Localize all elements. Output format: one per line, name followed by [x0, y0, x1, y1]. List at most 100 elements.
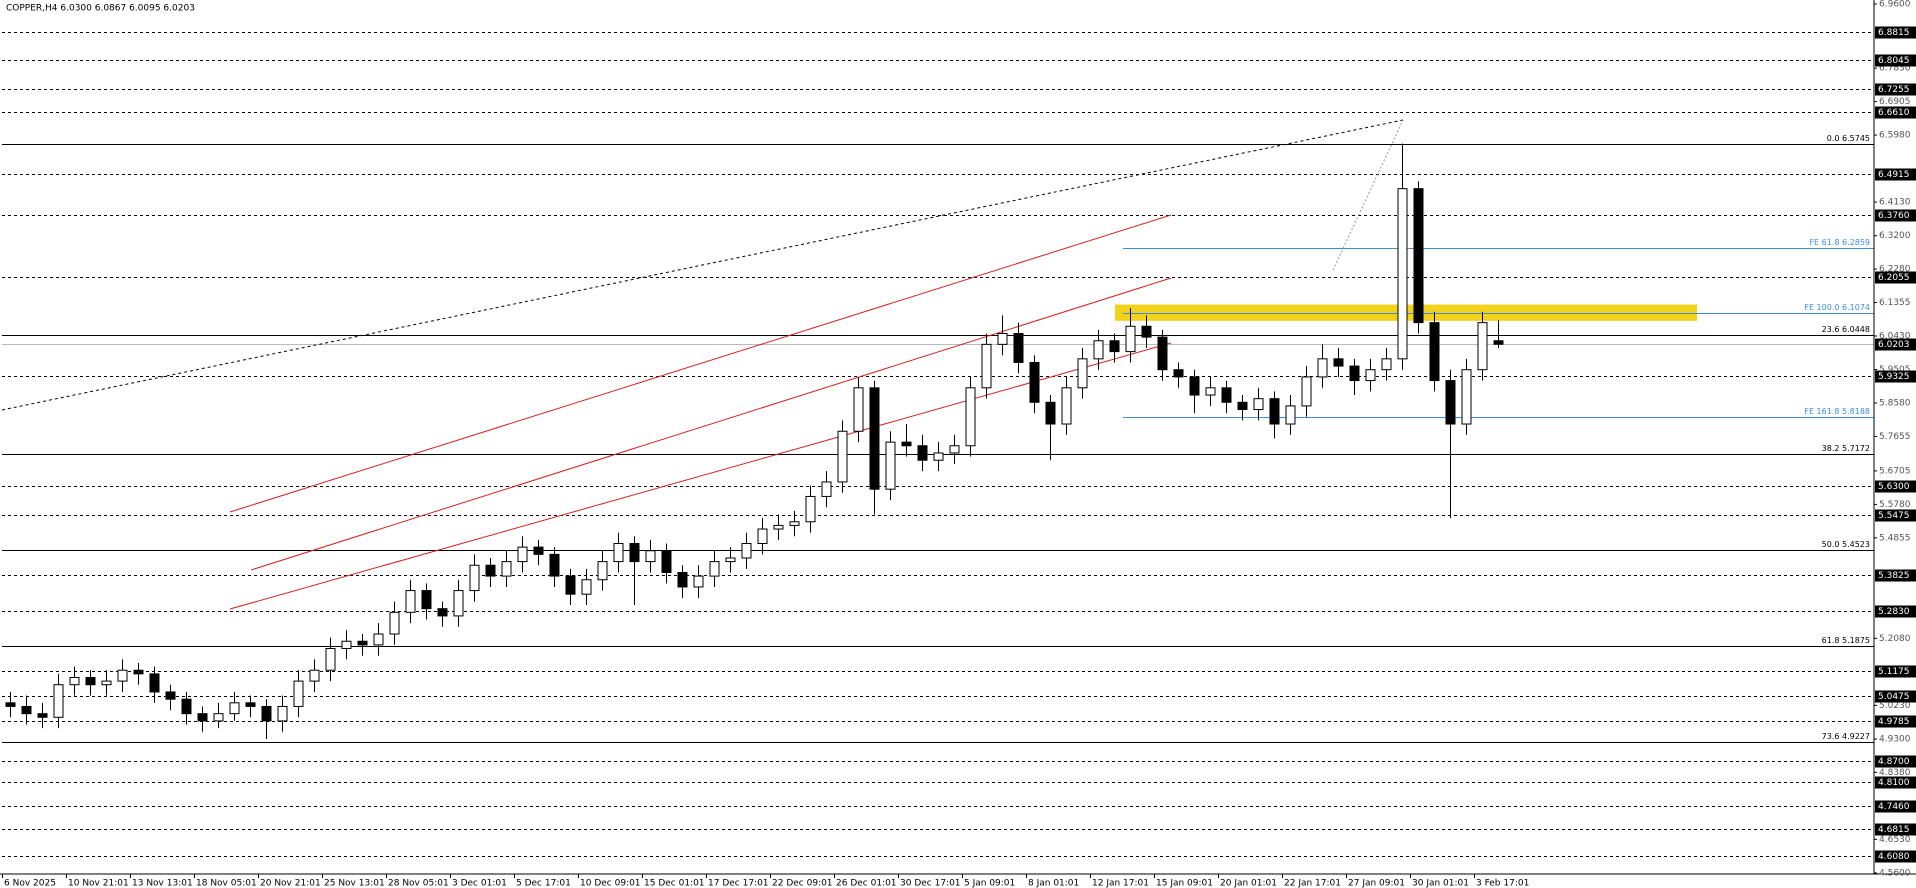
fib-label: 0.0 6.5745 — [1827, 134, 1870, 143]
fib-label: 73.6 4.9227 — [1822, 732, 1870, 741]
y-tick-label: 5.0230 — [1879, 701, 1911, 711]
candle-body — [1477, 322, 1488, 371]
level-label: 5.0475 — [1878, 692, 1910, 702]
level-box — [1875, 800, 1916, 813]
candle-body — [1157, 336, 1168, 371]
candle-body — [949, 445, 960, 454]
y-tick-label: 4.5600 — [1879, 869, 1911, 879]
x-tick-label: 15 Dec 01:01 — [644, 879, 705, 888]
candle-body — [725, 557, 736, 563]
candle-body — [37, 713, 48, 718]
candle-body — [1253, 398, 1264, 411]
level-box — [1875, 605, 1916, 618]
level-label: 5.5475 — [1878, 511, 1910, 521]
candle-body — [837, 430, 848, 483]
candle-body — [197, 713, 208, 722]
candle-body — [1029, 361, 1040, 403]
trend-line — [1, 119, 1404, 411]
candle-body — [869, 387, 880, 490]
candle-body — [549, 553, 560, 577]
candle-body — [597, 561, 608, 581]
level-label: 4.6080 — [1878, 852, 1910, 862]
y-tick-label: 5.7655 — [1879, 432, 1911, 442]
candle-body — [853, 387, 864, 432]
candle-body — [213, 713, 224, 722]
level-label: 5.6300 — [1878, 482, 1910, 492]
candle-body — [501, 561, 512, 577]
x-tick-label: 27 Jan 09:01 — [1348, 879, 1405, 888]
x-tick-label: 12 Jan 17:01 — [1092, 879, 1149, 888]
x-tick-label: 17 Dec 17:01 — [708, 879, 769, 888]
candle-body — [1397, 188, 1408, 360]
candle-body — [1173, 369, 1184, 378]
level-box — [1875, 26, 1916, 39]
level-box — [1875, 271, 1916, 284]
x-tick-label: 3 Dec 01:01 — [452, 879, 507, 888]
candle-body — [1269, 398, 1280, 425]
fe-label: FE 61.8 6.2859 — [1809, 238, 1870, 247]
candle-body — [773, 524, 784, 530]
candle-body — [1413, 188, 1424, 324]
y-tick-label: 6.2280 — [1879, 265, 1911, 275]
candle-body — [965, 387, 976, 447]
candle-body — [757, 528, 768, 545]
level-box — [1875, 509, 1916, 522]
x-tick-label: 15 Jan 09:01 — [1156, 879, 1213, 888]
x-tick-label: 8 Jan 01:01 — [1028, 879, 1079, 888]
candle-body — [389, 611, 400, 635]
y-tick-label: 6.9600 — [1879, 0, 1911, 10]
candle-body — [1461, 369, 1472, 425]
candle-body — [229, 702, 240, 715]
x-tick-label: 5 Jan 09:01 — [964, 879, 1015, 888]
candle-body — [277, 705, 288, 722]
x-tick-label: 3 Feb 17:01 — [1476, 879, 1529, 888]
x-tick-label: 25 Nov 13:01 — [324, 879, 385, 888]
candle-body — [437, 608, 448, 617]
level-label: 4.8100 — [1878, 778, 1910, 788]
candle-body — [5, 702, 16, 707]
y-tick-label: 4.9300 — [1879, 735, 1911, 745]
y-tick-label: 6.3200 — [1879, 231, 1911, 241]
x-tick-label: 22 Dec 09:01 — [772, 879, 833, 888]
candle-body — [453, 590, 464, 617]
candle-body — [357, 640, 368, 646]
chart-title: COPPER,H4 6.0300 6.0867 6.0095 6.0203 — [6, 4, 195, 14]
candle-body — [789, 521, 800, 526]
candle-body — [1109, 340, 1120, 353]
level-box — [1875, 83, 1916, 96]
candle-body — [741, 543, 752, 559]
candle-body — [373, 633, 384, 646]
level-label: 6.8815 — [1878, 28, 1910, 38]
y-tick-label: 5.6705 — [1879, 466, 1911, 476]
candle-body — [165, 691, 176, 700]
candle-body — [933, 452, 944, 461]
candle-body — [485, 564, 496, 577]
level-box — [1875, 715, 1916, 728]
level-label: 6.4915 — [1878, 170, 1910, 180]
x-tick-label: 22 Jan 17:01 — [1284, 879, 1341, 888]
candle-body — [1221, 387, 1232, 403]
x-tick-label: 10 Nov 21:01 — [68, 879, 129, 888]
candle-body — [85, 676, 96, 686]
x-tick-label: 20 Nov 21:01 — [260, 879, 321, 888]
candle-body — [181, 698, 192, 715]
candle-body — [645, 550, 656, 563]
candle-body — [69, 676, 80, 686]
level-box — [1875, 168, 1916, 181]
level-box — [1875, 106, 1916, 119]
y-tick-label: 5.2080 — [1879, 634, 1911, 644]
channel-middle — [250, 277, 1172, 571]
candle-body — [53, 684, 64, 718]
candle-body — [901, 441, 912, 447]
candle-body — [1285, 405, 1296, 425]
level-box — [1875, 823, 1916, 836]
level-box — [1875, 480, 1916, 493]
candle-body — [1333, 358, 1344, 367]
level-label: 6.3760 — [1878, 211, 1910, 221]
candle-body — [293, 680, 304, 707]
candle-body — [469, 564, 480, 592]
fe-leg — [1332, 119, 1404, 271]
